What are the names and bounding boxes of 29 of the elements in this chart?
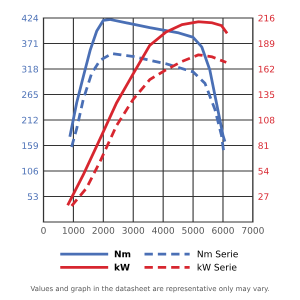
y-tick-label: 371 <box>22 40 38 48</box>
y-tick-label: 106 <box>22 168 38 175</box>
x-tick-label: 3000 <box>122 227 144 234</box>
x-tick-label: 0 <box>41 227 46 234</box>
y-tick-label: 212 <box>22 116 38 124</box>
x-tick-label: 4000 <box>152 227 174 234</box>
x-tick-label: 1000 <box>62 227 84 234</box>
x-tick-label: 2000 <box>92 227 114 234</box>
legend-label: kW Serie <box>198 264 236 271</box>
y2-tick-label: 54 <box>258 168 269 175</box>
y-tick-label: 318 <box>22 66 38 73</box>
y-tick-label: 424 <box>22 14 38 22</box>
legend-label: Nm Serie <box>198 250 238 258</box>
legend-label: kW <box>114 264 130 270</box>
y-tick-label: 159 <box>22 142 38 150</box>
y2-tick-label: 27 <box>258 193 268 200</box>
x-tick-label: 6000 <box>212 227 234 234</box>
y2-tick-label: 108 <box>258 116 274 124</box>
y-tick-label: 265 <box>22 91 38 98</box>
x-tick-label: 5000 <box>182 227 204 234</box>
y2-tick-label: 216 <box>258 14 274 22</box>
y2-tick-label: 81 <box>258 142 268 150</box>
line-series <box>66 20 228 206</box>
x-tick-label: 7000 <box>242 227 264 234</box>
y2-tick-label: 189 <box>258 40 274 48</box>
y2-tick-label: 162 <box>258 66 274 73</box>
y-tick-label: 53 <box>28 193 38 200</box>
legend-label: Nm <box>114 250 130 258</box>
y2-tick-label: 135 <box>258 91 274 98</box>
